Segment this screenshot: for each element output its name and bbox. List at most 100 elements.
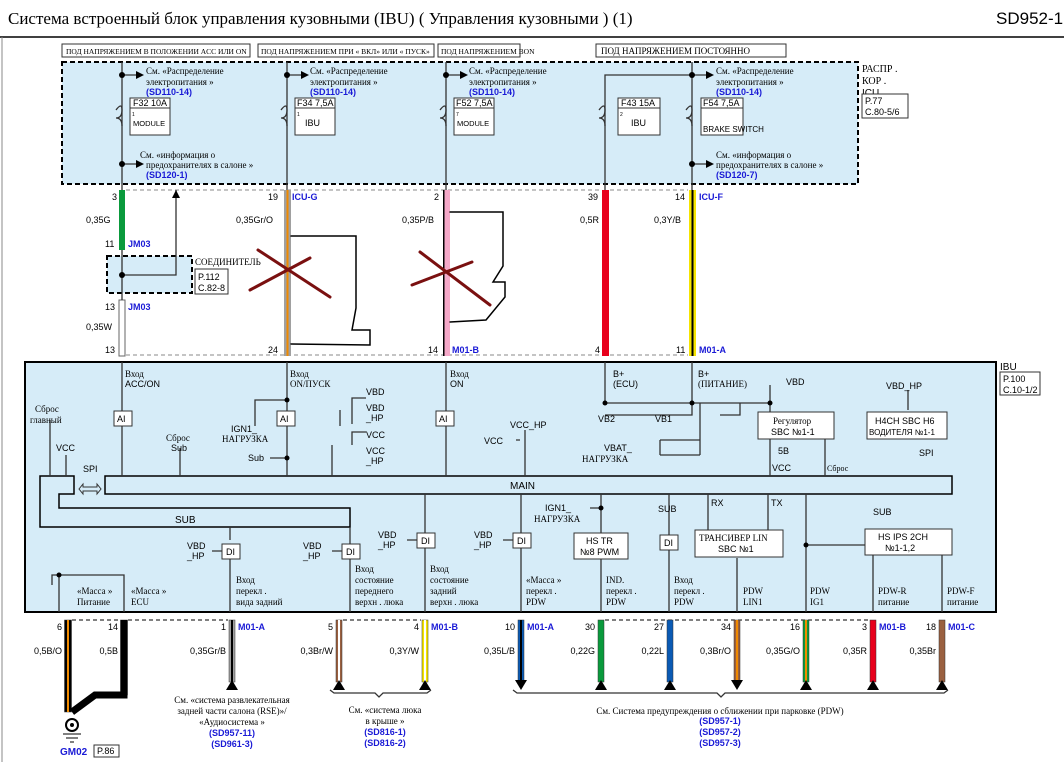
svg-text:См. Система предупреждения о: См. Система предупреждения о сближении п… [596, 706, 843, 716]
svg-text:3: 3 [112, 192, 117, 202]
svg-text:электропитания »: электропитания » [146, 77, 214, 87]
svg-text:PDW: PDW [810, 586, 831, 596]
svg-text:PDW: PDW [606, 597, 627, 607]
bottom-wire: 27 0,22L [641, 619, 676, 690]
svg-text:VBD_HP: VBD_HP [886, 381, 922, 391]
ref-pdw[interactable]: См. Система предупреждения о сближении п… [596, 706, 843, 748]
svg-text:Вход: Вход [355, 564, 374, 574]
svg-text:SUB: SUB [873, 507, 892, 517]
svg-text:VBD: VBD [378, 530, 397, 540]
wire-pin: 1 [221, 622, 226, 632]
svg-text:TX: TX [771, 498, 783, 508]
wire-stripe [424, 620, 426, 682]
wire-size: 0,35G/O [766, 646, 800, 656]
connector-arrow-up-icon [333, 680, 345, 690]
svg-text:См. «информация о: См. «информация о [716, 150, 792, 160]
svg-text:VBD: VBD [474, 530, 493, 540]
svg-text:JM03: JM03 [128, 239, 151, 249]
bottom-wire: 4 0,3Y/W M01-B [389, 619, 459, 690]
ibu-ref[interactable]: P.100 [1003, 374, 1025, 384]
svg-text:0,3Y/B: 0,3Y/B [654, 215, 681, 225]
svg-text:1: 1 [132, 112, 135, 118]
page-code: SD952-1 [996, 9, 1063, 28]
svg-text:SPI: SPI [919, 448, 934, 458]
svg-text:VCC: VCC [366, 446, 386, 456]
svg-text:(ECU): (ECU) [613, 379, 638, 389]
svg-text:_HP: _HP [302, 551, 321, 561]
fuse-panel-ref[interactable]: P.77 [865, 96, 882, 106]
ibu-label: IBU [1000, 362, 1017, 373]
svg-text:Вход: Вход [674, 575, 693, 585]
svg-text:(SD110-14): (SD110-14) [310, 87, 356, 97]
svg-text:VBD: VBD [366, 387, 385, 397]
main-bus [104, 475, 953, 495]
fuse-F34: F34 7,5A 1 IBU [294, 97, 336, 136]
svg-text:НАГРУЗКА: НАГРУЗКА [222, 434, 269, 444]
svg-text:F54 7,5A: F54 7,5A [703, 98, 740, 108]
fuse-panel-ref-box[interactable] [861, 93, 909, 119]
svg-text:(SD110-14): (SD110-14) [716, 87, 762, 97]
svg-text:задней части салона (RSE)»/: задней части салона (RSE)»/ [177, 706, 287, 716]
svg-text:предохранителях в салоне »: предохранителях в салоне » [716, 160, 823, 170]
wire-body [666, 619, 674, 683]
svg-text:VBD: VBD [303, 541, 322, 551]
svg-text:4: 4 [595, 345, 600, 355]
svg-text:«Масса »: «Масса » [526, 575, 561, 585]
wire-size: 0,3Br/O [700, 646, 731, 656]
svg-text:Вход: Вход [290, 369, 309, 379]
svg-text:7: 7 [456, 112, 459, 118]
svg-text:См. «Распределение: См. «Распределение [310, 66, 388, 76]
svg-text:P.112: P.112 [198, 272, 220, 282]
svg-text:(SD110-14): (SD110-14) [469, 87, 515, 97]
svg-text:задний: задний [430, 586, 457, 596]
svg-text:питание: питание [947, 597, 978, 607]
svg-text:состояние: состояние [355, 575, 394, 585]
svg-text:JM03: JM03 [128, 302, 151, 312]
ibu-ref[interactable]: C.10-1/2 [1003, 385, 1038, 395]
bottom-wire: 6 0,5B/O [34, 619, 72, 713]
svg-text:VBD: VBD [786, 377, 805, 387]
wire-connector: M01-C [948, 622, 976, 632]
svg-text:питание: питание [878, 597, 909, 607]
ground-point-gm02: GM02 P.86 [60, 718, 120, 758]
svg-text:SPI: SPI [83, 464, 98, 474]
svg-text:СОЕДИНИТЕЛЬ: СОЕДИНИТЕЛЬ [195, 257, 261, 267]
svg-text:SBC №1-1: SBC №1-1 [771, 427, 815, 437]
connector-arrow-up-icon [664, 680, 676, 690]
svg-text:ECU: ECU [131, 597, 150, 607]
header-acc-on: ПОД НАПРЯЖЕНИЕМ В ПОЛОЖЕНИИ ACC ИЛИ ON [66, 47, 247, 56]
harness-dashes [126, 189, 688, 356]
svg-text:«Масса »: «Масса » [77, 586, 112, 596]
ibu-ref-box[interactable] [999, 371, 1041, 396]
svg-text:№1-1,2: №1-1,2 [885, 543, 915, 553]
wire-pin: 14 [108, 622, 118, 632]
fuse-panel-ref[interactable]: C.80-5/6 [865, 107, 900, 117]
svg-text:IGN1_: IGN1_ [545, 503, 572, 513]
diagram-title: Система встроенный блок управления кузов… [8, 9, 633, 28]
svg-text:См. «Распределение: См. «Распределение [716, 66, 794, 76]
wire-size: 0,3Y/W [389, 646, 419, 656]
svg-text:(SD816-2): (SD816-2) [364, 738, 406, 748]
svg-text:B+: B+ [698, 369, 709, 379]
svg-text:Sub: Sub [248, 453, 264, 463]
svg-text:2: 2 [434, 192, 439, 202]
bottom-wire: 5 0,3Br/W [300, 619, 345, 690]
svg-text:F43 15A: F43 15A [621, 98, 655, 108]
svg-text:DI: DI [517, 536, 526, 546]
svg-text:VCC: VCC [772, 463, 792, 473]
wire-size: 0,22G [570, 646, 595, 656]
svg-text:39: 39 [588, 192, 598, 202]
svg-text:_HP: _HP [377, 540, 396, 550]
svg-text:(SD957-2): (SD957-2) [699, 727, 741, 737]
svg-text:НАГРУЗКА: НАГРУЗКА [534, 514, 581, 524]
connector-arrow-up-icon [936, 680, 948, 690]
svg-text:электропитания »: электропитания » [716, 77, 784, 87]
wire-pin: 10 [505, 622, 515, 632]
svg-text:B+: B+ [613, 369, 624, 379]
wire-size: 0,35R [843, 646, 868, 656]
